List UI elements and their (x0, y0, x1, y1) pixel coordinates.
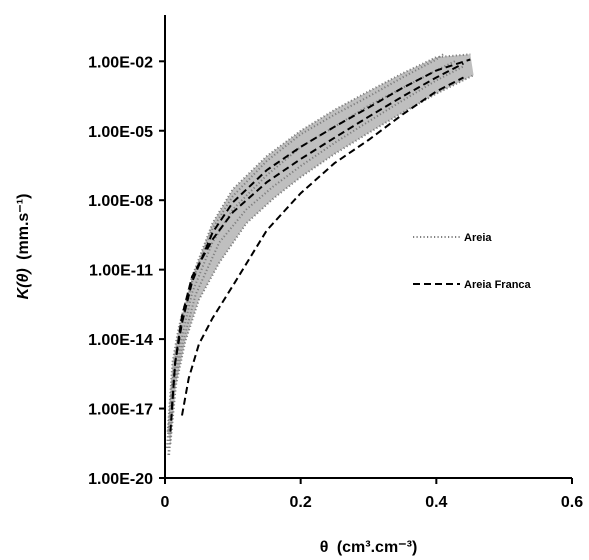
series-line (170, 62, 464, 409)
y-axis-title: K(θ) (mm.s⁻¹) (15, 194, 32, 300)
legend-item: Areia (413, 232, 492, 244)
x-axis-title: θ (cm³.cm⁻³) (320, 539, 418, 556)
y-tick-label: 1.00E-08 (88, 193, 153, 210)
legend: Areia Areia Franca (413, 232, 532, 291)
y-tick-label: 1.00E-20 (88, 471, 153, 488)
y-tick-label: 1.00E-05 (88, 124, 153, 141)
y-tick-label: 1.00E-17 (88, 402, 153, 419)
y-axis-symbol: K(θ) (15, 268, 32, 299)
x-tick-label: 0.4 (425, 494, 447, 511)
series-line (166, 53, 471, 432)
x-tick-label: 0 (161, 494, 170, 511)
series-areia (166, 53, 475, 455)
series-line (168, 65, 464, 455)
x-ticks: 0 0.2 0.4 0.6 (161, 478, 583, 511)
legend-label: Areia (464, 232, 492, 244)
y-tick-label: 1.00E-02 (88, 54, 153, 71)
areia-band (167, 54, 474, 444)
series-line (181, 76, 464, 416)
x-tick-label: 0.2 (290, 494, 312, 511)
legend-item: Areia Franca (413, 279, 532, 291)
x-axis-symbol: θ (320, 539, 329, 556)
x-axis-unit: (cm³.cm⁻³) (337, 539, 417, 556)
series-layer (166, 53, 475, 455)
legend-label: Areia Franca (464, 279, 532, 291)
x-tick-label: 0.6 (561, 494, 583, 511)
series-line (169, 58, 471, 432)
y-ticks: 1.00E-20 1.00E-17 1.00E-14 1.00E-11 1.00E-08… (88, 54, 165, 488)
y-axis-unit: (mm.s⁻¹) (15, 194, 32, 260)
y-tick-label: 1.00E-14 (88, 332, 153, 349)
series-areia-franca (169, 58, 471, 432)
y-tick-label: 1.00E-11 (89, 263, 153, 280)
series-line (167, 59, 458, 455)
